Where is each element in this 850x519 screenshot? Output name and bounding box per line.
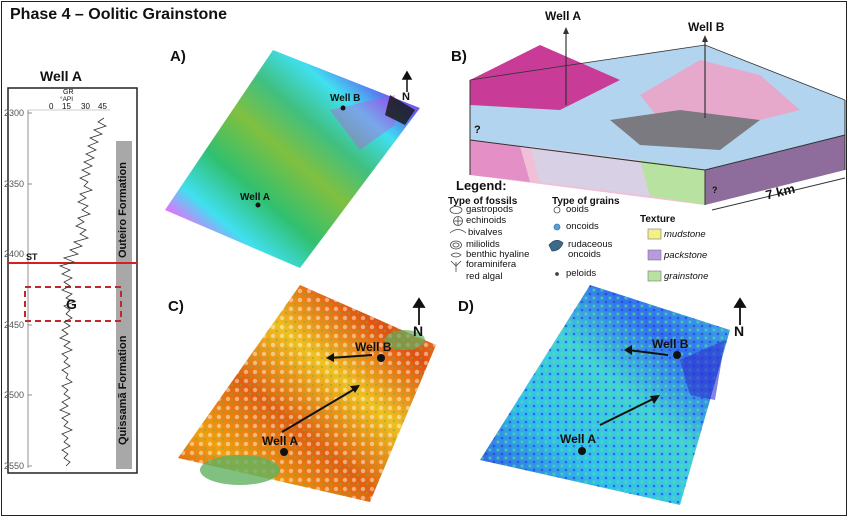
bivalve-icon: [449, 229, 467, 234]
panel-c-well-b-label: Well B: [355, 340, 392, 354]
north-arrow-a-icon: [401, 70, 413, 92]
gr-label: GR: [63, 89, 74, 96]
packstone-swatch: [647, 249, 662, 261]
legend-grain-ooids: ooids: [566, 204, 589, 215]
map-d-well-a: [578, 447, 586, 455]
foraminifera-icon: [450, 252, 462, 258]
legend-title: Legend:: [456, 178, 507, 193]
north-a-label: N: [402, 91, 410, 103]
gr-unit: °API: [60, 96, 74, 103]
panel-c-well-a-label: Well A: [262, 434, 299, 448]
depth-2450: 2450: [4, 320, 25, 330]
legend-texture-header: Texture: [640, 214, 676, 225]
panel-b-well-a-label: Well A: [545, 9, 582, 23]
panel-d-well-a-label: Well A: [560, 432, 597, 446]
legend-grains-header: Type of grains: [552, 196, 620, 207]
gr-tick-15: 15: [62, 102, 71, 111]
map-d-well-b: [673, 351, 681, 359]
well-log-frame: [7, 87, 138, 474]
panel-a-well-a-label: Well A: [240, 192, 271, 203]
panel-b-well-b-label: Well B: [688, 20, 725, 34]
depth-2400: 2400: [4, 249, 25, 259]
north-c-label: N: [413, 323, 424, 339]
panel-b-label: B): [451, 48, 467, 65]
map-a: [165, 50, 420, 268]
well-log-title: Well A: [40, 68, 83, 84]
echinoid-icon: [453, 216, 463, 226]
ooid-icon: [553, 206, 561, 214]
legend-grain-oncoids: oncoids: [566, 221, 599, 232]
legend-texture-packstone: packstone: [664, 250, 708, 261]
depth-2300: 2300: [4, 108, 25, 118]
legend-grain-peloids: peloids: [566, 268, 597, 279]
gr-tick-45: 45: [98, 102, 107, 111]
map-c-well-a: [280, 448, 288, 456]
legend-fossil-foraminifera: benthic hyaline foraminifera: [466, 249, 530, 270]
g-label: G: [66, 296, 77, 312]
panel-b-unknown-mark-2: ?: [712, 185, 718, 195]
map-c-well-b: [377, 354, 385, 362]
grainstone-swatch: [647, 270, 662, 282]
legend-fossil-echinoids: echinoids: [466, 215, 507, 226]
north-d-label: N: [734, 323, 745, 339]
panel-d-label: D): [458, 298, 474, 315]
gr-tick-30: 30: [81, 102, 90, 111]
map-a-well-b: [340, 105, 346, 111]
gr-tick-0: 0: [49, 102, 54, 111]
peloid-icon: [555, 272, 559, 276]
map-a-well-a: [255, 202, 261, 208]
legend-fossil-red-algal: red algal: [466, 271, 503, 282]
panel-a-well-b-label: Well B: [330, 93, 361, 104]
formation-bar: [116, 141, 132, 469]
g-interval-box: [24, 286, 122, 322]
legend-grain-rudaceous-oncoids: rudaceous oncoids: [568, 239, 613, 260]
miliolid-icon: [450, 240, 462, 250]
gastropod-icon: [449, 206, 463, 214]
block-diagram-b: [469, 27, 846, 211]
legend-symbols: [449, 206, 564, 276]
mudstone-swatch: [647, 228, 662, 240]
legend-fossils-header: Type of fossils: [448, 196, 518, 207]
figure-title: Phase 4 – Oolitic Grainstone: [10, 6, 227, 23]
legend-fossil-bivalves: bivalves: [468, 227, 503, 238]
legend-texture-mudstone: mudstone: [664, 229, 706, 240]
panel-c-label: C): [168, 298, 184, 315]
depth-2350: 2350: [4, 179, 25, 189]
north-arrow-c-icon: [412, 297, 426, 325]
oncoid-icon: [553, 223, 561, 231]
legend-fossil-gastropods: gastropods: [466, 204, 514, 215]
legend-texture-grainstone: grainstone: [664, 271, 709, 282]
depth-2500: 2500: [4, 390, 25, 400]
rudaceous-oncoid-icon: [548, 240, 564, 252]
gr-curve: [58, 117, 108, 467]
legend-fossil-miliolids: miliolids: [466, 239, 500, 250]
st-label: ST: [26, 252, 38, 262]
panel-a-label: A): [170, 48, 186, 65]
panel-b-unknown-mark: ?: [474, 124, 481, 136]
depth-2550: 2550: [4, 461, 25, 471]
panel-d-well-b-label: Well B: [652, 337, 689, 351]
north-arrow-d-icon: [733, 297, 747, 325]
red-algal-icon: [450, 260, 462, 272]
